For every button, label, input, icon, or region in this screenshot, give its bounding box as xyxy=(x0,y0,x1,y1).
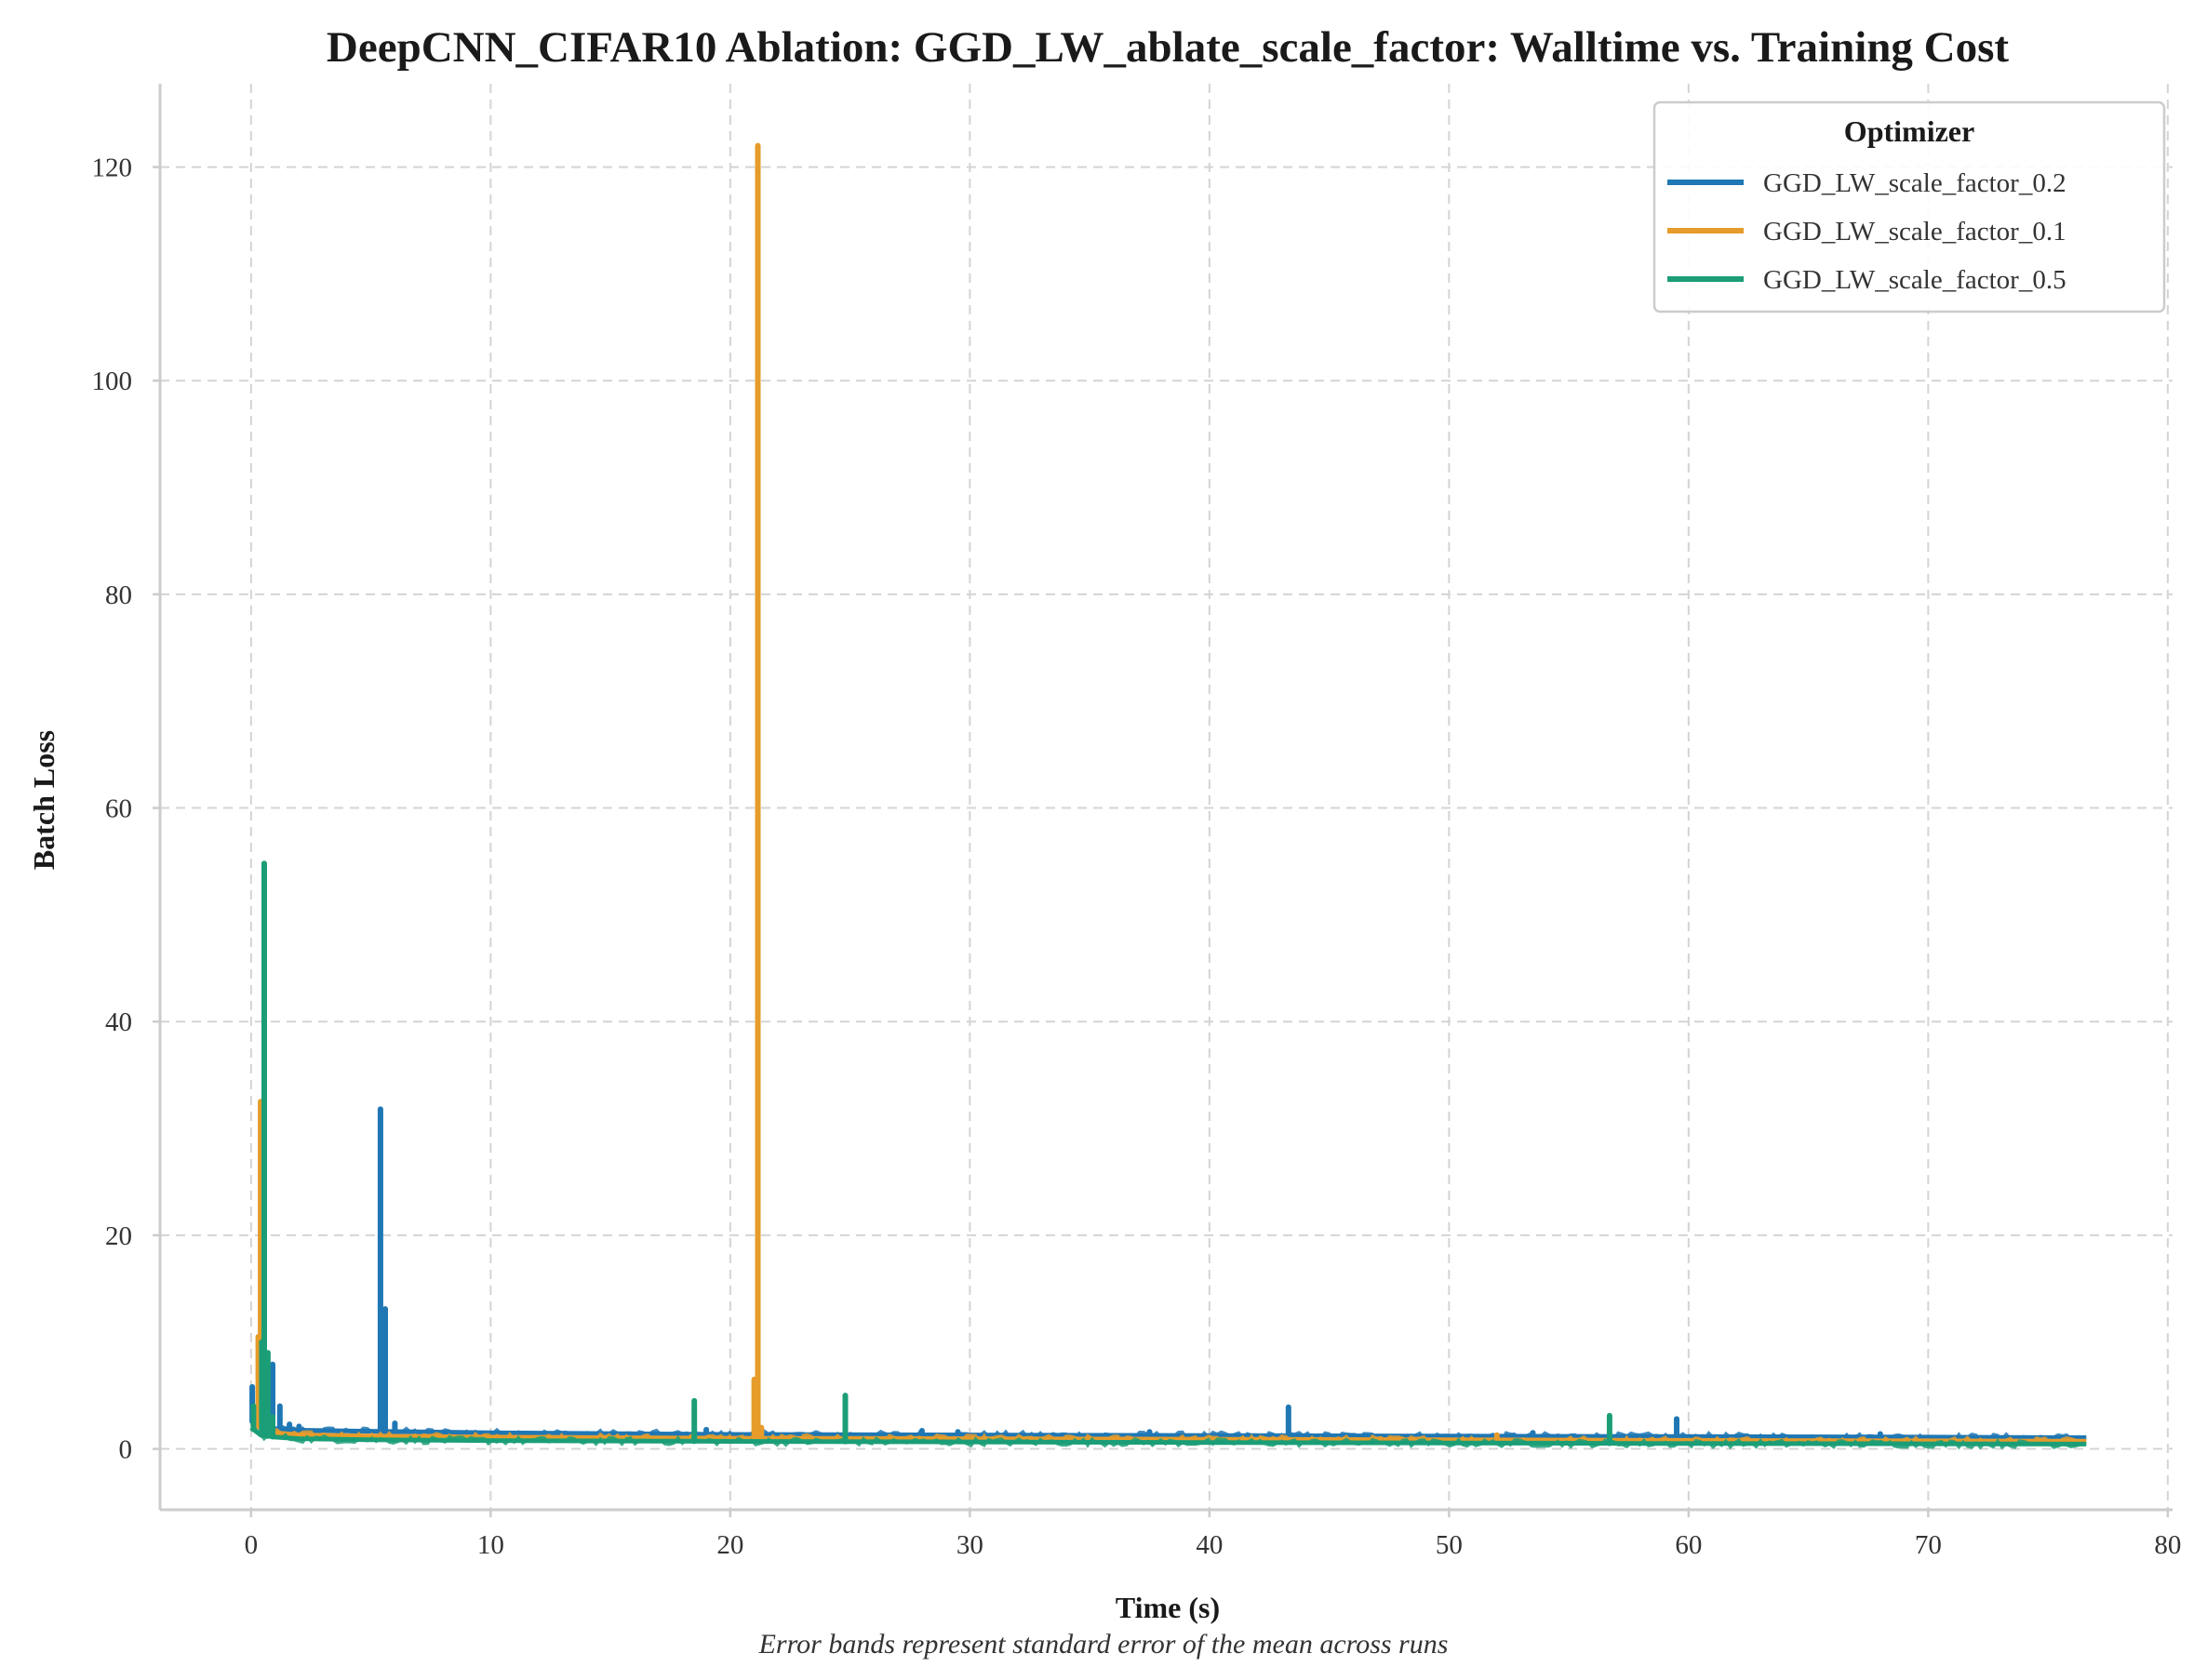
x-tick-label: 60 xyxy=(1675,1530,1702,1560)
y-tick-label: 80 xyxy=(105,580,132,610)
y-tick-label: 0 xyxy=(119,1435,133,1465)
legend-title: Optimizer xyxy=(1844,114,1974,148)
legend: Optimizer GGD_LW_scale_factor_0.2 GGD_LW… xyxy=(1652,100,2166,313)
legend-entry: GGD_LW_scale_factor_0.2 xyxy=(1667,168,2067,198)
legend-entry: GGD_LW_scale_factor_0.5 xyxy=(1667,265,2067,295)
x-tick-label: 70 xyxy=(1915,1530,1942,1560)
chart-title: DeepCNN_CIFAR10 Ablation: GGD_LW_ablate_… xyxy=(327,23,2009,72)
x-tick-label: 0 xyxy=(245,1530,259,1560)
y-tick-label: 100 xyxy=(92,367,133,396)
y-tick-label: 20 xyxy=(105,1221,132,1251)
x-tick-label: 50 xyxy=(1436,1530,1463,1560)
y-axis-label: Batch Loss xyxy=(27,730,60,870)
x-tick-label: 20 xyxy=(716,1530,743,1560)
legend-label: GGD_LW_scale_factor_0.2 xyxy=(1763,168,2067,198)
legend-frame xyxy=(1652,100,2166,313)
series-GGD_LW_scale_factor_0.5 xyxy=(249,860,2087,1450)
x-tick-label: 80 xyxy=(2154,1530,2181,1560)
axes-layer xyxy=(158,84,2173,1512)
series-GGD_LW_scale_factor_0.1 xyxy=(249,142,2087,1447)
legend-entry: GGD_LW_scale_factor_0.1 xyxy=(1667,217,2067,247)
x-tick-label: 10 xyxy=(477,1530,504,1560)
x-tick-label: 40 xyxy=(1196,1530,1223,1560)
series-line xyxy=(250,1419,2087,1440)
series-GGD_LW_scale_factor_0.2 xyxy=(249,1106,2087,1444)
y-tick-label: 40 xyxy=(105,1007,132,1037)
data-layer xyxy=(249,142,2087,1450)
footnote: Error bands represent standard error of … xyxy=(758,1629,1449,1660)
legend-label: GGD_LW_scale_factor_0.5 xyxy=(1763,265,2067,295)
tick-layer: 0 10 20 30 40 50 60 70 80 0 20 40 60 80 100 120 xyxy=(92,153,2182,1560)
y-tick-label: 60 xyxy=(105,794,132,824)
legend-label: GGD_LW_scale_factor_0.1 xyxy=(1763,217,2067,247)
y-tick-label: 120 xyxy=(92,153,133,183)
x-axis-label: Time (s) xyxy=(1116,1591,1220,1624)
x-tick-label: 30 xyxy=(956,1530,983,1560)
